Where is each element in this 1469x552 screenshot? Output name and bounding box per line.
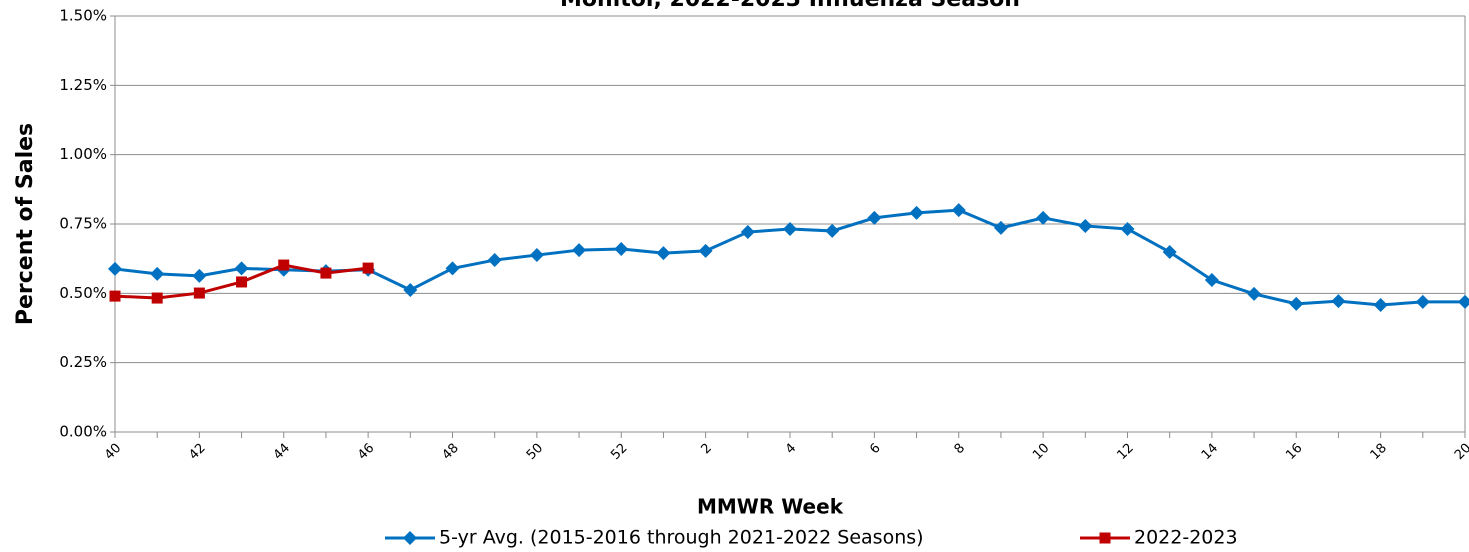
data-point bbox=[1331, 294, 1346, 309]
legend-marker bbox=[1099, 532, 1111, 544]
data-point bbox=[740, 225, 755, 240]
y-tick-label: 0.25% bbox=[59, 353, 107, 371]
data-point bbox=[193, 287, 205, 299]
data-point bbox=[825, 223, 840, 238]
data-point bbox=[151, 292, 163, 304]
y-tick-label: 1.25% bbox=[59, 76, 107, 94]
data-point bbox=[108, 261, 122, 276]
data-point bbox=[278, 259, 290, 271]
data-point bbox=[656, 246, 671, 261]
x-tick-label: 40 bbox=[102, 441, 124, 463]
x-tick-label: 2 bbox=[698, 441, 714, 457]
chart-title: Monitor, 2022-2023 Influenza Season bbox=[560, 0, 1020, 12]
x-axis-title: MMWR Week bbox=[697, 495, 844, 519]
data-point bbox=[1247, 286, 1262, 301]
x-tick-label: 46 bbox=[355, 441, 377, 463]
x-tick-label: 20 bbox=[1452, 441, 1469, 463]
y-tick-label: 0.75% bbox=[59, 215, 107, 233]
x-tick-label: 10 bbox=[1030, 441, 1052, 463]
data-point bbox=[909, 205, 924, 220]
x-tick-label: 52 bbox=[608, 441, 630, 463]
x-tick-label: 12 bbox=[1114, 441, 1136, 463]
y-axis-title: Percent of Sales bbox=[13, 123, 38, 325]
data-point bbox=[1204, 273, 1219, 288]
data-point bbox=[1415, 294, 1430, 309]
data-point bbox=[236, 276, 248, 288]
data-point bbox=[529, 248, 544, 263]
legend-marker bbox=[403, 531, 417, 545]
data-point bbox=[698, 243, 713, 258]
data-point bbox=[783, 221, 797, 236]
data-point bbox=[867, 210, 882, 225]
data-point bbox=[614, 241, 629, 256]
data-point bbox=[1373, 297, 1388, 312]
x-tick-label: 48 bbox=[439, 441, 461, 463]
data-point bbox=[109, 290, 121, 302]
data-point bbox=[1289, 296, 1304, 311]
data-point bbox=[362, 262, 374, 274]
data-point bbox=[1162, 245, 1177, 260]
x-tick-label: 14 bbox=[1199, 441, 1221, 463]
data-point bbox=[234, 261, 249, 276]
x-tick-label: 42 bbox=[186, 441, 208, 463]
y-tick-label: 1.00% bbox=[59, 145, 107, 163]
data-point bbox=[487, 253, 502, 268]
y-tick-label: 0.00% bbox=[59, 423, 107, 441]
x-tick-label: 50 bbox=[524, 441, 546, 463]
data-point bbox=[993, 220, 1008, 235]
x-tick-label: 44 bbox=[271, 441, 293, 463]
y-tick-label: 1.50% bbox=[59, 7, 107, 25]
x-tick-label: 8 bbox=[952, 441, 968, 457]
legend-label: 5-yr Avg. (2015-2016 through 2021-2022 S… bbox=[439, 527, 924, 549]
data-point bbox=[1458, 294, 1469, 309]
x-tick-label: 16 bbox=[1283, 441, 1305, 463]
x-tick-label: 6 bbox=[867, 441, 883, 457]
legend-label: 2022-2023 bbox=[1134, 527, 1238, 549]
data-point bbox=[320, 267, 332, 279]
data-point bbox=[572, 243, 587, 258]
x-tick-label: 4 bbox=[783, 441, 799, 457]
x-tick-label: 18 bbox=[1368, 441, 1390, 463]
data-point bbox=[192, 268, 207, 283]
data-point bbox=[1036, 210, 1051, 225]
data-point bbox=[445, 261, 460, 276]
data-point bbox=[1120, 221, 1135, 236]
data-point bbox=[150, 266, 165, 281]
data-point bbox=[1078, 218, 1093, 233]
y-tick-label: 0.50% bbox=[59, 284, 107, 302]
data-point bbox=[951, 203, 966, 218]
data-point bbox=[403, 283, 418, 298]
